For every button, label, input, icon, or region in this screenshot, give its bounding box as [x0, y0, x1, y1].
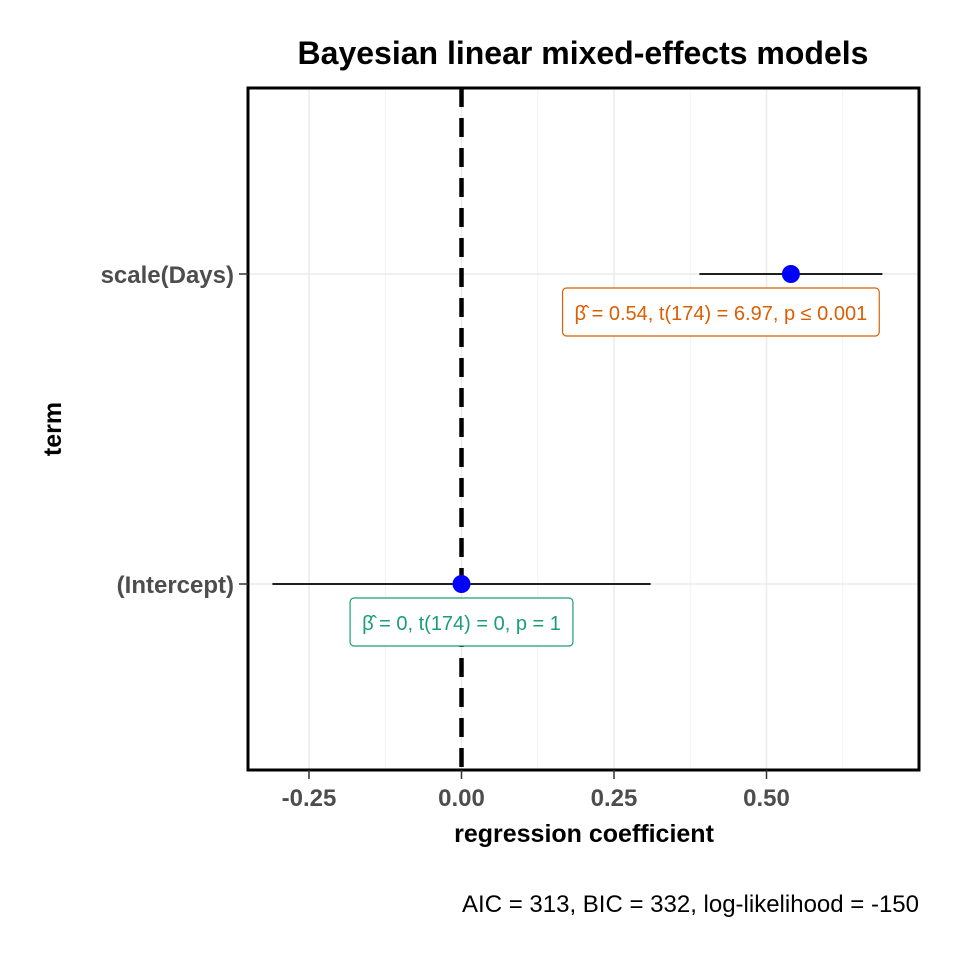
estimate-label-text: β̂ = 0, t(174) = 0, p = 1	[362, 613, 561, 635]
estimate-label-text: β̂ = 0.54, t(174) = 6.97, p ≤ 0.001	[575, 303, 868, 325]
estimate-label-box	[561, 287, 880, 337]
panel-background	[248, 88, 919, 770]
x-tick-label: 0.50	[743, 785, 790, 812]
x-axis-ticks: -0.25 0.00 0.25 0.50	[282, 770, 790, 812]
x-tick-label: 0.00	[438, 785, 485, 812]
y-axis-title: term	[39, 402, 67, 456]
estimate-label: β̂ = 0.54, t(174) = 6.97, p ≤ 0.001	[561, 287, 880, 337]
x-tick-label: -0.25	[282, 785, 337, 812]
y-tick-label: scale(Days)	[101, 262, 234, 289]
chart-caption: AIC = 313, BIC = 332, log-likelihood = -…	[462, 891, 919, 918]
x-axis-title: regression coefficient	[454, 820, 714, 848]
chart-title: Bayesian linear mixed-effects models	[298, 35, 869, 71]
estimate-label: β̂ = 0, t(174) = 0, p = 1	[349, 597, 574, 647]
estimate-label-box	[349, 597, 574, 647]
panel-border	[246, 86, 921, 772]
estimate-labels: β̂ = 0, t(174) = 0, p = 1 β̂ = 0.54, t(17…	[349, 287, 880, 647]
y-tick-label: (Intercept)	[117, 572, 234, 599]
estimate-points	[452, 265, 800, 593]
y-axis-ticks: (Intercept) scale(Days)	[101, 262, 248, 599]
estimate-point	[452, 575, 471, 593]
x-tick-label: 0.25	[591, 785, 638, 812]
estimate-point	[781, 265, 800, 283]
